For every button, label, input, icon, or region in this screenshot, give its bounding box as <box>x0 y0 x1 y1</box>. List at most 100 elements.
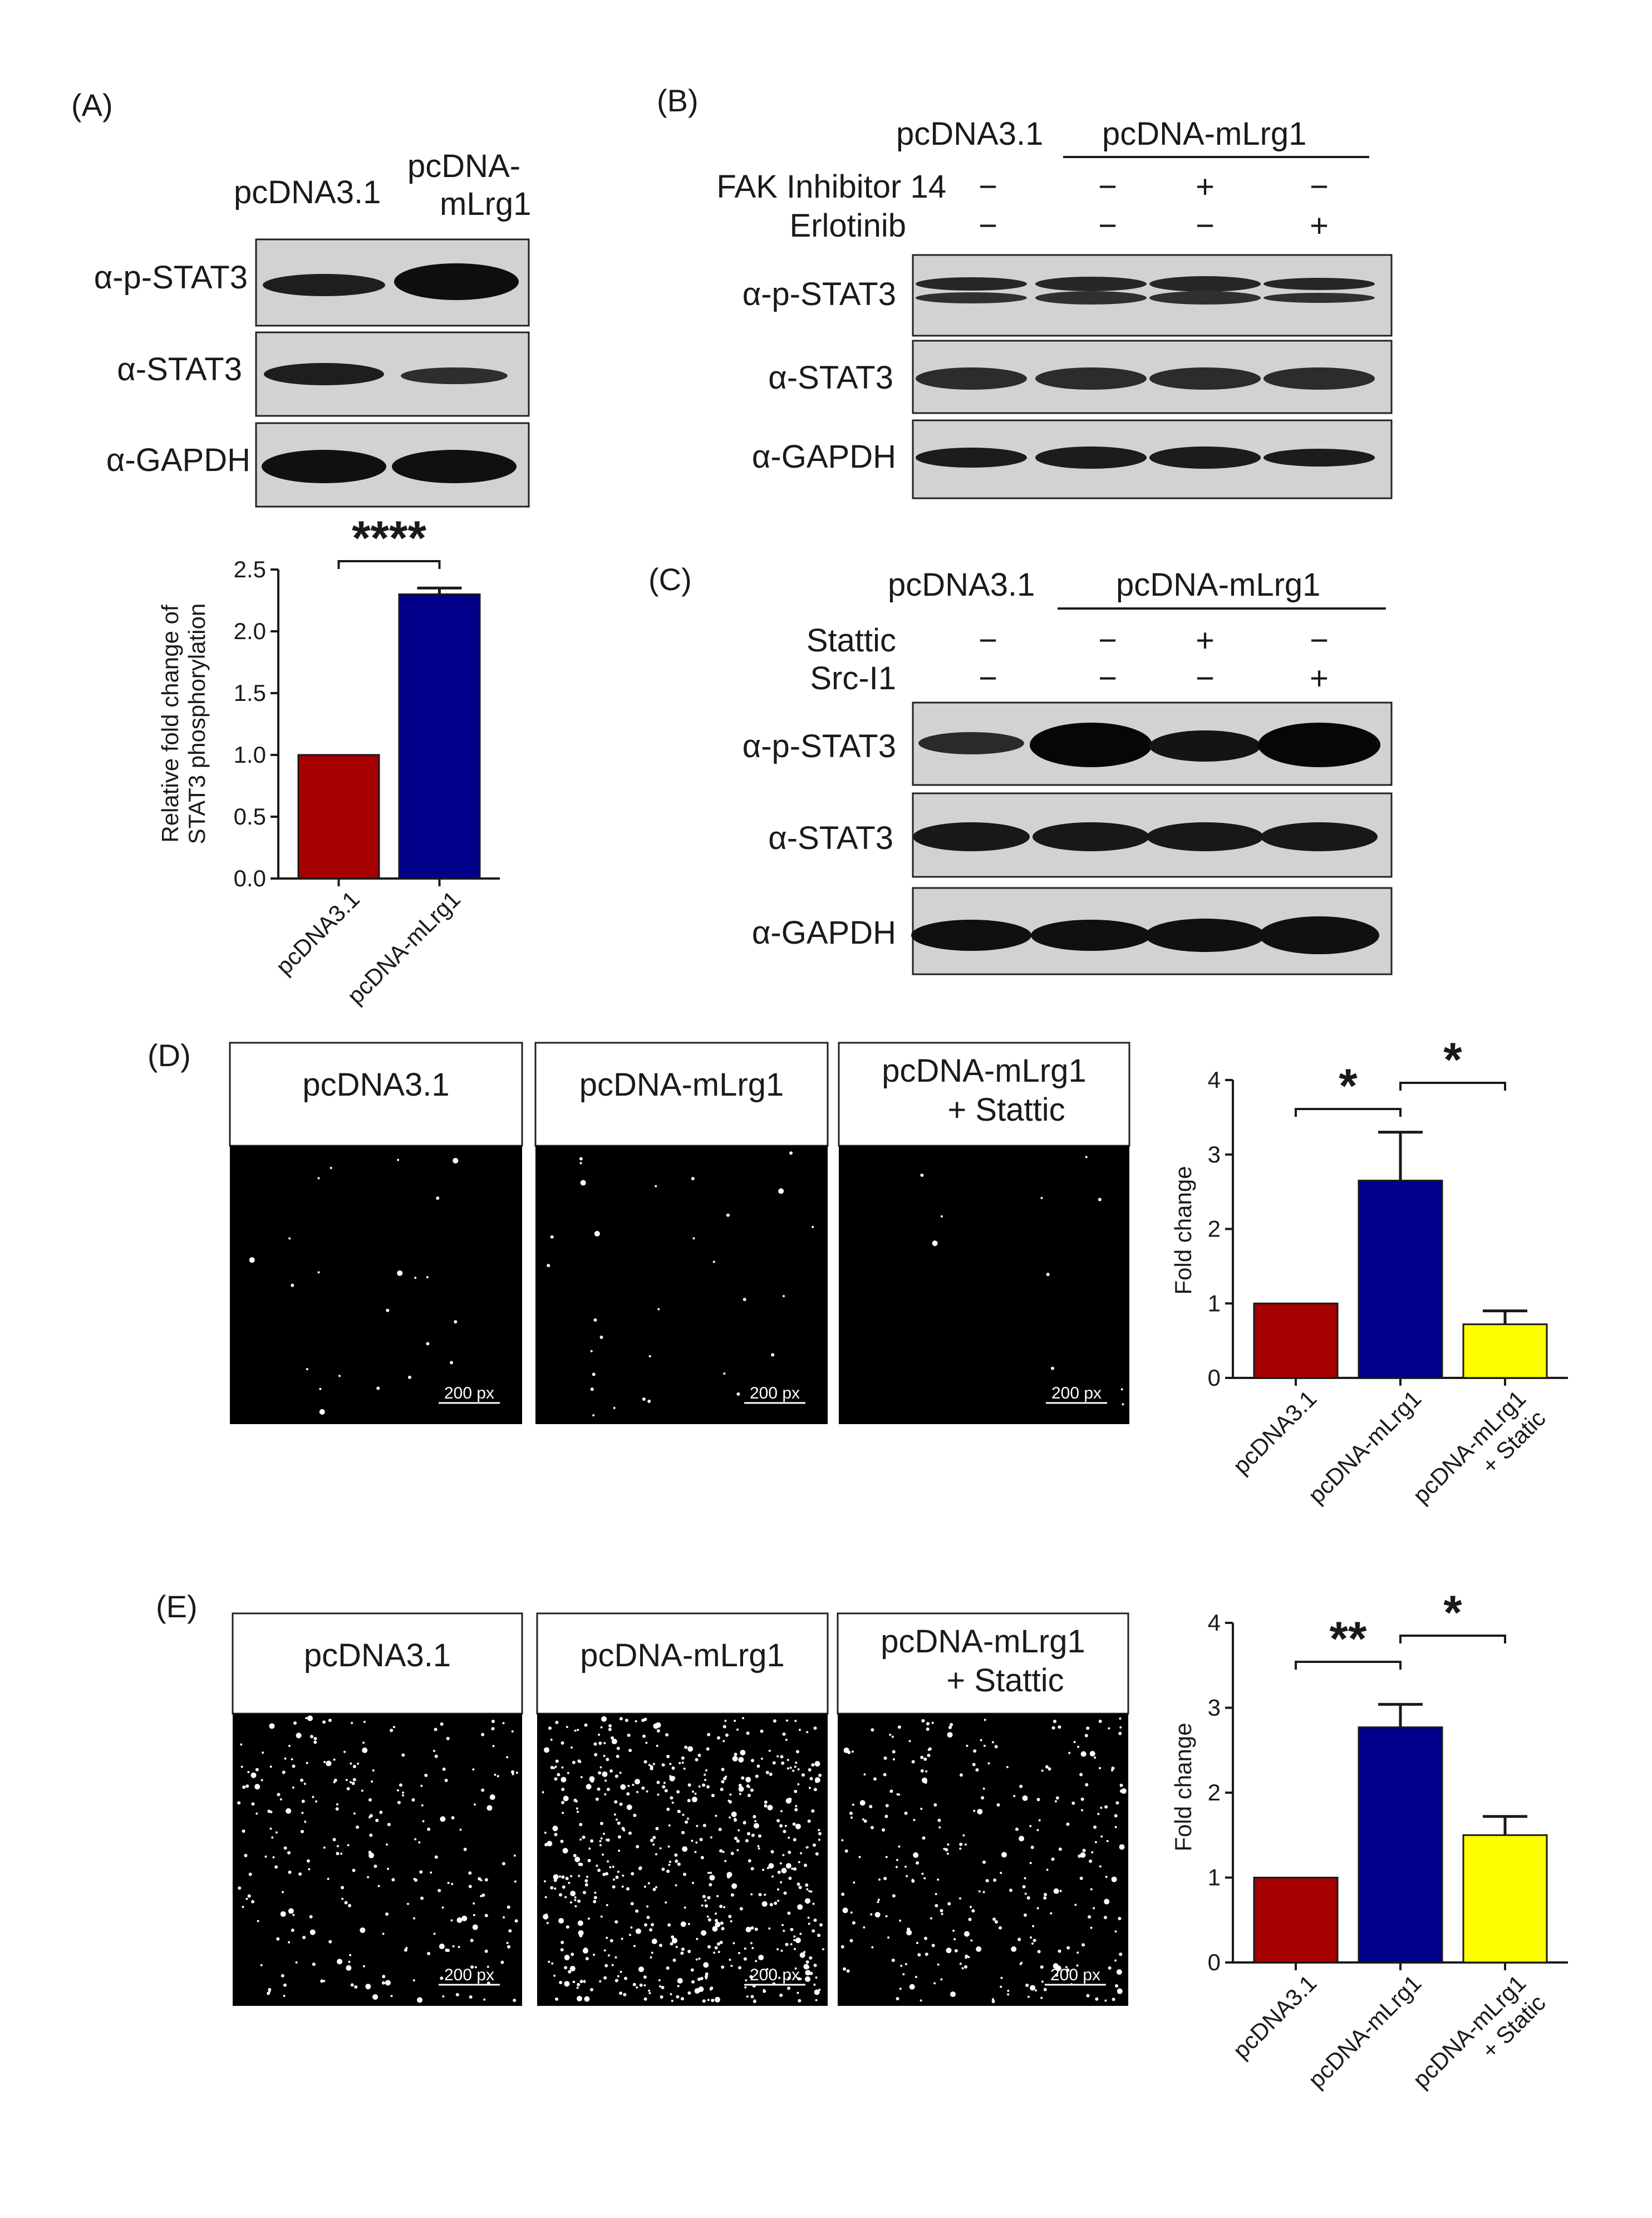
cell-dot <box>614 1979 618 1983</box>
cell-dot <box>341 1897 344 1900</box>
cell-dot <box>602 1832 605 1835</box>
cell-dot <box>628 1934 631 1936</box>
cell-dot <box>288 1871 292 1874</box>
cell-dot <box>385 1912 389 1916</box>
cell-dot <box>878 1878 881 1881</box>
cell-dot <box>732 1814 735 1817</box>
cell-dot <box>333 1758 336 1761</box>
cell-dot <box>1089 1750 1095 1756</box>
panel-a-lane-2: pcDNA-mLrg1 <box>407 148 531 222</box>
cell-dot <box>309 1915 313 1918</box>
cell-dot <box>849 1812 853 1815</box>
cell-dot <box>1051 1857 1055 1861</box>
cell-dot <box>298 1872 302 1876</box>
cell-dot <box>680 1921 686 1927</box>
blot-band <box>1035 277 1147 291</box>
cell-dot <box>921 1872 924 1875</box>
cell-dot <box>351 1782 355 1785</box>
cell-dot <box>269 1827 272 1830</box>
cell-dot <box>751 1947 754 1950</box>
cell-dot <box>597 1787 601 1791</box>
cell-dot <box>897 1725 901 1729</box>
cell-dot <box>652 1843 655 1846</box>
cell-dot <box>904 1962 907 1965</box>
blot-band <box>1259 916 1379 954</box>
cell-dot <box>1086 1726 1090 1730</box>
cell-dot <box>786 1759 789 1761</box>
cell-dot <box>481 1733 485 1736</box>
cell-dot <box>797 1783 800 1785</box>
cell-dot <box>550 1886 554 1890</box>
image-header-label: pcDNA-mLrg1 + Stattic <box>882 1053 1086 1128</box>
panel-d-images: pcDNA3.1 200 px pcDNA-mLrg1 200 px pcDNA-mLr… <box>229 1042 1130 1424</box>
cell-dot <box>898 1845 901 1848</box>
cell-dot <box>681 1756 685 1760</box>
cell-dot <box>808 1768 812 1772</box>
cell-dot <box>780 1949 783 1952</box>
cell-dot <box>931 1944 935 1947</box>
cell-dot <box>697 1977 701 1981</box>
cell-dot <box>544 1747 550 1753</box>
cell-dot <box>270 1811 273 1814</box>
cell-dot <box>980 1739 982 1741</box>
cell-dot <box>795 1761 798 1764</box>
cell-dot <box>801 1773 805 1777</box>
cell-dot <box>647 1400 651 1404</box>
cell-dot <box>780 1755 784 1759</box>
cell-dot <box>554 1777 558 1781</box>
cell-dot <box>846 1969 850 1973</box>
cell-dot <box>356 1826 360 1829</box>
y-tick-label: 3 <box>1208 1141 1221 1167</box>
cell-dot <box>604 1872 608 1876</box>
cell-dot <box>571 1952 574 1956</box>
cell-dot <box>1066 1946 1070 1950</box>
cell-dot <box>738 1783 742 1787</box>
cell-dot <box>607 1860 609 1863</box>
cell-dot <box>1082 1848 1086 1852</box>
cell-dot <box>625 1719 628 1723</box>
cell-dot <box>658 1979 661 1981</box>
cell-dot <box>922 1836 926 1840</box>
x-tick-label: pcDNA3.1 <box>1228 1385 1322 1479</box>
cell-dot <box>651 1939 657 1945</box>
cell-dot <box>402 1794 405 1797</box>
cell-dot <box>327 1877 330 1880</box>
cell-dot <box>665 1733 669 1737</box>
cell-dot <box>1085 1156 1088 1159</box>
cell-dot <box>724 1720 727 1723</box>
cell-dot <box>564 1966 568 1970</box>
x-tick-label: pcDNA3.1 <box>1228 1970 1322 2064</box>
cell-dot <box>783 1829 786 1833</box>
cell-dot <box>559 1980 563 1984</box>
cell-dot <box>695 1958 698 1961</box>
cell-dot <box>459 1828 462 1831</box>
cell-dot <box>691 1790 694 1793</box>
cell-dot <box>720 1921 724 1925</box>
cell-dot <box>818 1832 822 1836</box>
cell-dot <box>582 1948 588 1954</box>
cell-dot <box>1090 1888 1093 1891</box>
cell-dot <box>984 1719 986 1721</box>
cell-dot <box>786 1719 789 1722</box>
cell-dot <box>586 1876 588 1878</box>
cell-dot <box>785 1863 791 1869</box>
cell-dot <box>643 1997 647 2001</box>
cell-dot <box>971 1909 975 1913</box>
cell-dot <box>844 1849 848 1853</box>
treatment-mark: + <box>1310 208 1329 244</box>
cell-dot <box>602 1771 608 1777</box>
cell-dot <box>620 1970 622 1973</box>
cell-dot <box>1023 1913 1027 1917</box>
cell-dot <box>764 1804 768 1808</box>
cell-dot <box>730 1852 734 1856</box>
scale-bar-label: 200 px <box>1050 1966 1100 1984</box>
cell-dot <box>602 1872 606 1876</box>
cell-dot <box>353 1812 356 1815</box>
cell-dot <box>996 1803 1000 1807</box>
cell-dot <box>736 1392 740 1396</box>
cell-dot <box>579 1157 583 1161</box>
cell-dot <box>553 1766 555 1769</box>
cell-dot <box>813 1964 817 1967</box>
cell-dot <box>1104 1805 1108 1809</box>
cell-dot <box>592 1414 595 1417</box>
